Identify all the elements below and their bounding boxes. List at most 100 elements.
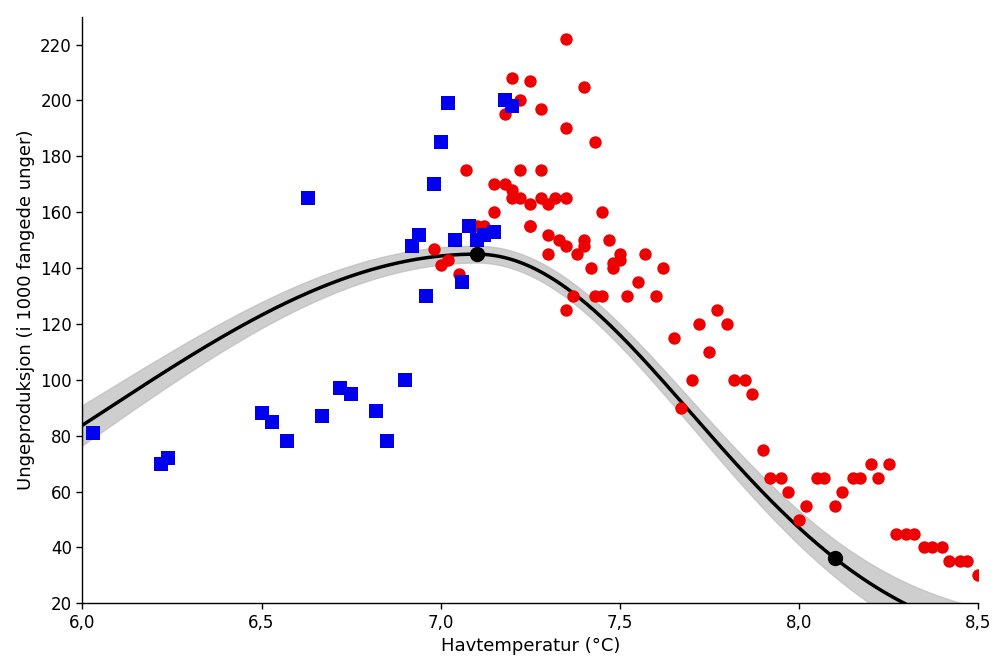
Point [791,514,807,525]
Point [455,277,471,288]
Point [411,229,427,240]
Point [863,458,879,469]
Point [469,249,485,259]
Point [476,229,492,240]
Point [314,411,331,421]
Point [540,198,556,209]
Point [576,81,592,92]
Point [504,185,520,196]
Point [418,291,434,302]
Point [511,95,527,106]
Point [451,268,467,279]
Point [511,165,527,175]
Point [960,556,976,566]
Point [647,291,663,302]
Point [762,472,778,483]
Point [487,179,503,190]
Point [533,193,549,204]
Point [970,570,986,581]
Point [898,528,914,539]
Point [834,487,850,497]
Point [300,193,317,204]
Point [619,291,635,302]
Point [845,472,861,483]
Point [953,556,969,566]
Point [497,109,513,120]
Point [905,528,921,539]
X-axis label: Havtemperatur (°C): Havtemperatur (°C) [440,637,620,655]
Point [558,304,575,315]
Point [522,75,538,86]
Point [432,137,449,148]
Point [780,487,796,497]
Point [870,472,886,483]
Point [504,73,520,83]
Point [690,319,707,329]
Point [504,193,520,204]
Point [487,226,503,237]
Point [612,254,628,265]
Point [540,229,556,240]
Point [278,436,294,447]
Point [808,472,825,483]
Point [744,388,760,399]
Point [594,207,610,218]
Point [576,235,592,245]
Point [827,553,843,564]
Point [558,123,575,134]
Point [558,34,575,44]
Point [881,458,897,469]
Point [916,542,932,553]
Point [923,542,939,553]
Point [533,103,549,114]
Point [160,453,176,464]
Point [594,291,610,302]
Point [601,235,617,245]
Point [888,528,904,539]
Point [727,374,743,385]
Point [565,291,582,302]
Point [852,472,868,483]
Point [773,472,789,483]
Point [469,235,485,245]
Point [558,193,575,204]
Point [397,374,413,385]
Point [458,165,474,175]
Y-axis label: Ungeproduksjon (i 1000 fangede unger): Ungeproduksjon (i 1000 fangede unger) [17,130,34,491]
Point [533,165,549,175]
Point [264,417,280,427]
Point [702,347,718,358]
Point [379,436,395,447]
Point [605,263,621,274]
Point [605,257,621,268]
Point [253,408,269,419]
Point [439,254,456,265]
Point [665,333,681,343]
Point [587,291,603,302]
Point [737,374,753,385]
Point [720,319,736,329]
Point [547,193,563,204]
Point [672,403,688,413]
Point [447,235,463,245]
Point [368,405,384,416]
Point [569,249,585,259]
Point [755,444,771,455]
Point [827,500,843,511]
Point [432,260,449,271]
Point [504,101,520,112]
Point [511,193,527,204]
Point [540,249,556,259]
Point [637,249,653,259]
Point [476,221,492,232]
Point [683,374,700,385]
Point [576,241,592,251]
Point [85,427,101,438]
Point [709,304,725,315]
Point [583,263,599,274]
Point [404,241,420,251]
Point [439,98,456,109]
Point [425,243,442,254]
Point [558,241,575,251]
Point [497,179,513,190]
